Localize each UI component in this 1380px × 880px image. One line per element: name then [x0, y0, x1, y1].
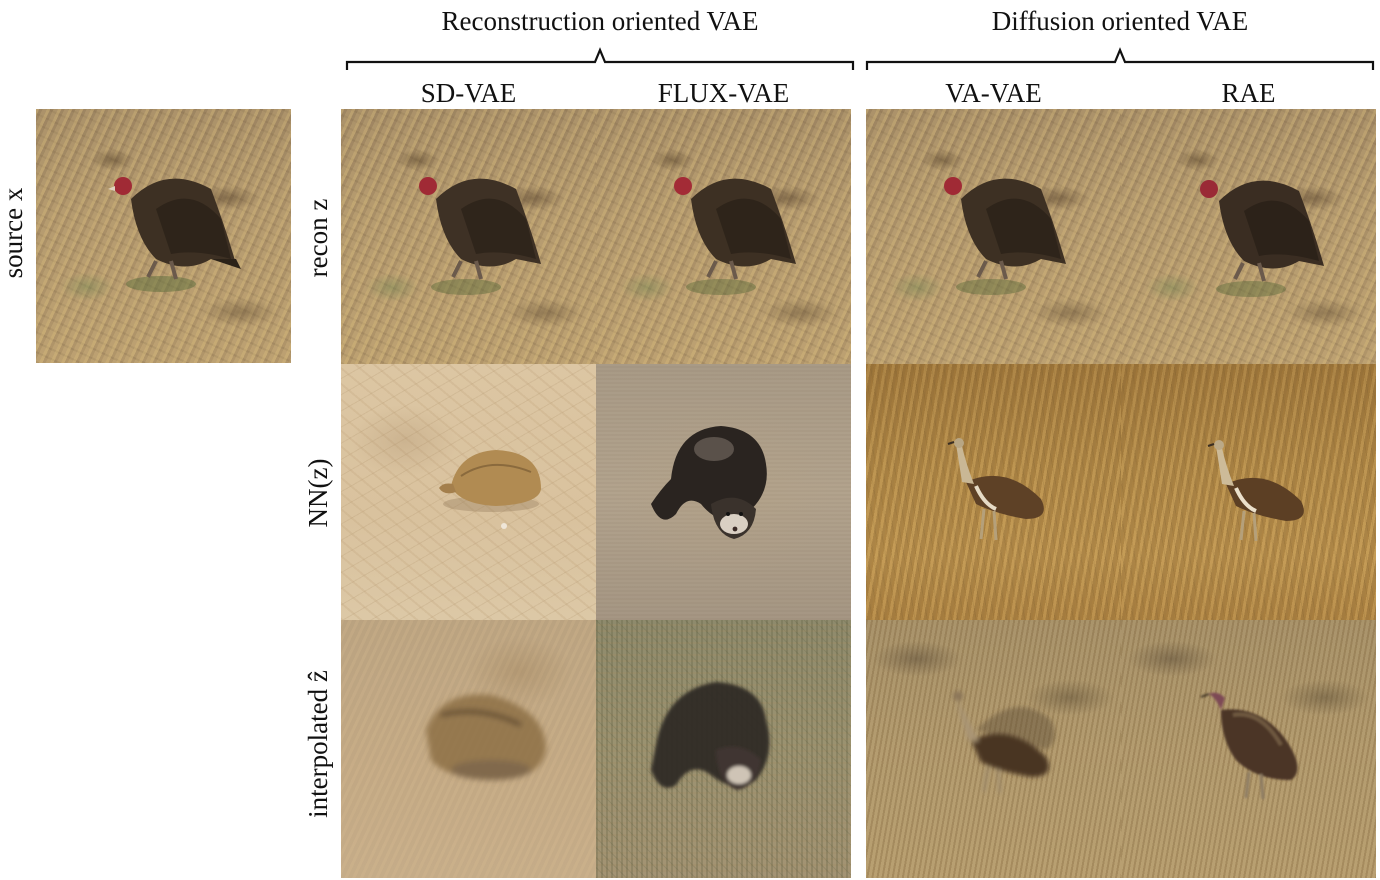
group-title-reconstruction: Reconstruction oriented VAE [441, 6, 759, 36]
tortoise-icon [426, 694, 546, 780]
col-label-rae: RAE [1221, 78, 1276, 108]
nn-flux-vae [596, 364, 851, 620]
col-label-flux-vae: FLUX-VAE [657, 78, 790, 108]
row-label-recon: recon z [303, 198, 333, 278]
row-label-nn: NN(z) [303, 458, 333, 528]
interp-rae [1121, 620, 1376, 878]
vulture-icon [419, 177, 541, 295]
vulture-icon [108, 177, 241, 292]
nn-rae [1121, 364, 1376, 620]
nn-va-vae [866, 364, 1121, 620]
interp-flux-vae [596, 620, 851, 878]
vulture-icon [1200, 180, 1324, 297]
source-label: source x [0, 187, 28, 279]
col-label-sd-vae: SD-VAE [420, 78, 517, 108]
tortoise-icon [439, 450, 541, 529]
recon-sd-vae [341, 109, 596, 364]
interp-sd-vae [341, 620, 596, 878]
recon-flux-vae [596, 109, 851, 364]
vulture-icon [674, 177, 796, 295]
col-label-va-vae: VA-VAE [945, 78, 1042, 108]
brace-diffusion [865, 47, 1375, 70]
bustard-icon [1207, 440, 1304, 542]
bird-icon [1200, 692, 1298, 800]
interp-va-vae [866, 620, 1121, 878]
recon-rae [1121, 109, 1376, 364]
bustard-icon [953, 691, 1055, 794]
vulture-icon [944, 177, 1066, 295]
source-image [36, 109, 291, 363]
recon-va-vae [866, 109, 1121, 364]
nn-sd-vae [341, 364, 596, 620]
brace-reconstruction [345, 47, 855, 70]
ferret-icon [651, 682, 770, 790]
bustard-icon [947, 438, 1044, 541]
row-label-interpolated: interpolated ẑ [303, 670, 333, 818]
ferret-icon [651, 426, 767, 539]
group-title-diffusion: Diffusion oriented VAE [991, 6, 1249, 36]
